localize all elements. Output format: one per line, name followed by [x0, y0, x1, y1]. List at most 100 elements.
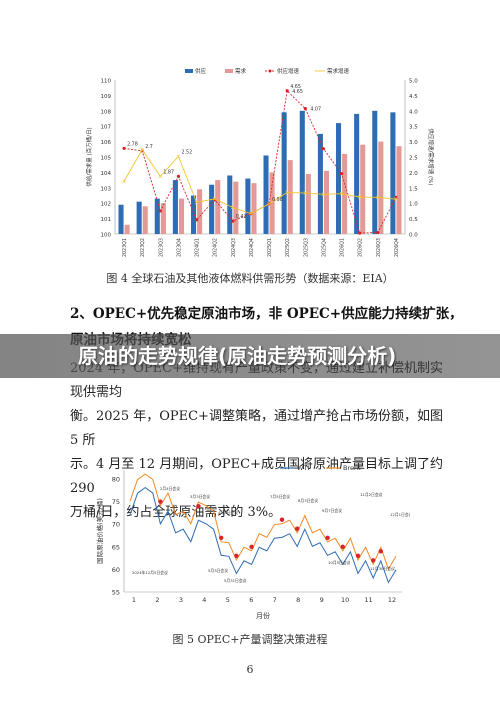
- y-tick-label: 108: [101, 109, 112, 115]
- supply-bar: [263, 155, 269, 234]
- y2-tick-label: 5.0: [409, 79, 418, 85]
- demand-growth-point: ✕: [339, 191, 344, 198]
- y-axis-label: 国际原油价格(美元/桶): [95, 498, 104, 564]
- demand-growth-point: ✕: [212, 196, 217, 203]
- supply-bar: [118, 204, 124, 234]
- demand-growth-point: ✕: [230, 205, 235, 212]
- y-tick-label: 75: [112, 498, 120, 506]
- demand-bar: [124, 224, 130, 234]
- demand-bar: [197, 189, 203, 234]
- x-tick-label: 3: [179, 596, 183, 604]
- supply-bar: [245, 178, 251, 234]
- meeting-annotation: 10月5日会议: [328, 560, 351, 565]
- x-tick-label: 10: [341, 596, 349, 604]
- demand-bar: [305, 173, 311, 234]
- x-tick-label: 2026Q3: [376, 238, 382, 257]
- y-tick-label: 65: [112, 543, 120, 551]
- demand-bar: [178, 198, 185, 234]
- supply-bar: [390, 112, 396, 234]
- supply-bar: [335, 123, 342, 234]
- y2-tick-label: 2.5: [409, 156, 418, 162]
- figure4-chart: 100 101 102 103 104 105 106 107 108 109 110 0.0 0.5 1…: [85, 67, 435, 257]
- y-tick-label: 110: [101, 79, 112, 85]
- demand-growth-point: ✕: [321, 191, 326, 198]
- x-tick-label: 4: [202, 596, 206, 604]
- data-label: 4.65: [292, 89, 303, 95]
- brent-line: [129, 473, 397, 571]
- data-label: 4.07: [310, 107, 321, 113]
- data-label: 2.78: [127, 141, 138, 147]
- x-tick-label: 2023Q3: [158, 238, 164, 257]
- figure4-caption: 图 4 全球石油及其他液体燃料供需形势（数据来源：EIA）: [106, 272, 394, 285]
- y2-tick-label: 1.5: [409, 186, 418, 192]
- x-tick-label: 2023Q1: [122, 238, 128, 257]
- meeting-marker: [295, 526, 300, 531]
- meeting-annotation: 2月4日会议: [160, 486, 180, 491]
- demand-bar: [269, 172, 275, 234]
- paragraph-line-2: 衡。2025 年，OPEC+调整策略，通过增产抢占市场份额，如图 5 所: [70, 409, 443, 448]
- meeting-annotation: 9月7日会议: [322, 508, 342, 513]
- y-tick-label: 100: [101, 233, 112, 239]
- legend-label: 供应: [195, 67, 207, 75]
- demand-growth-point: ✕: [176, 153, 181, 160]
- meeting-annotation: 5月31日会议: [224, 578, 247, 583]
- legend-label: 需求: [235, 67, 247, 75]
- demand-bar: [160, 203, 166, 234]
- supply-growth-point: [158, 209, 162, 213]
- x-tick-label: 2023Q4: [176, 238, 182, 257]
- x-tick-label: 2026Q1: [340, 238, 346, 257]
- data-label: 0.42: [236, 214, 247, 220]
- supply-growth-point: [285, 89, 289, 93]
- demand-growth-point: ✕: [122, 178, 127, 185]
- supply-bar: [209, 184, 215, 234]
- banner-title: 原油的走势规律(原油走势预测分析): [78, 344, 397, 368]
- demand-bar: [287, 160, 293, 234]
- demand-growth-point: ✕: [375, 194, 380, 201]
- y-tick-label: 102: [101, 202, 112, 208]
- y-tick-label: 109: [101, 94, 112, 100]
- x-tick-label: 2025Q2: [285, 238, 291, 257]
- supply-growth-point: [394, 195, 398, 199]
- x-tick-label: 2024Q3: [231, 238, 237, 257]
- meeting-annotation: 4月3日会议: [218, 510, 238, 515]
- legend-swatch-demand: [225, 69, 233, 73]
- x-tick-label: 2026Q4: [394, 238, 400, 257]
- y-tick-label: 106: [101, 140, 112, 146]
- supply-bar: [172, 180, 178, 234]
- x-tick-label: 2024Q1: [195, 238, 201, 257]
- supply-bar: [372, 110, 378, 234]
- supply-bar: [354, 113, 360, 234]
- meeting-marker: [196, 503, 201, 509]
- x-tick-label: 6: [249, 596, 253, 604]
- y2-tick-label: 3.5: [409, 125, 418, 131]
- y2-tick-label: 3.0: [409, 140, 418, 146]
- supply-bar: [136, 201, 142, 234]
- supply-bar: [317, 133, 323, 234]
- x-tick-label: 8: [296, 596, 300, 604]
- demand-growth-point: ✕: [267, 201, 272, 208]
- demand-bar: [378, 141, 384, 234]
- demand-bar: [323, 170, 330, 234]
- meeting-annotation: 11月2日会议: [360, 492, 383, 497]
- demand-growth-point: ✕: [194, 199, 199, 206]
- meeting-marker: [249, 544, 254, 550]
- meeting-marker: [234, 553, 239, 559]
- meeting-marker: [340, 544, 345, 550]
- x-tick-label: 2025Q3: [303, 238, 309, 257]
- x-tick-label: 1: [132, 596, 136, 604]
- demand-bar: [251, 183, 257, 234]
- title-banner: [0, 334, 500, 378]
- paragraph-line-4: 万桶/日，约占全球原油需求的 3%。: [70, 505, 282, 520]
- demand-bar: [215, 180, 221, 234]
- wti-line: [129, 487, 397, 584]
- x-tick-label: 11: [364, 596, 372, 604]
- meeting-marker: [279, 517, 285, 522]
- x-tick-label: 2024Q4: [249, 238, 255, 257]
- y-axis-label: 供给/需求量 (百万桶/日): [85, 127, 93, 186]
- demand-growth-point: ✕: [158, 173, 163, 180]
- y-tick-label: 103: [101, 186, 112, 192]
- supply-bar: [299, 110, 305, 234]
- legend-label: Brent: [343, 464, 361, 472]
- demand-growth-line: [123, 148, 396, 215]
- meeting-annotation: 5月3日会议: [208, 568, 228, 573]
